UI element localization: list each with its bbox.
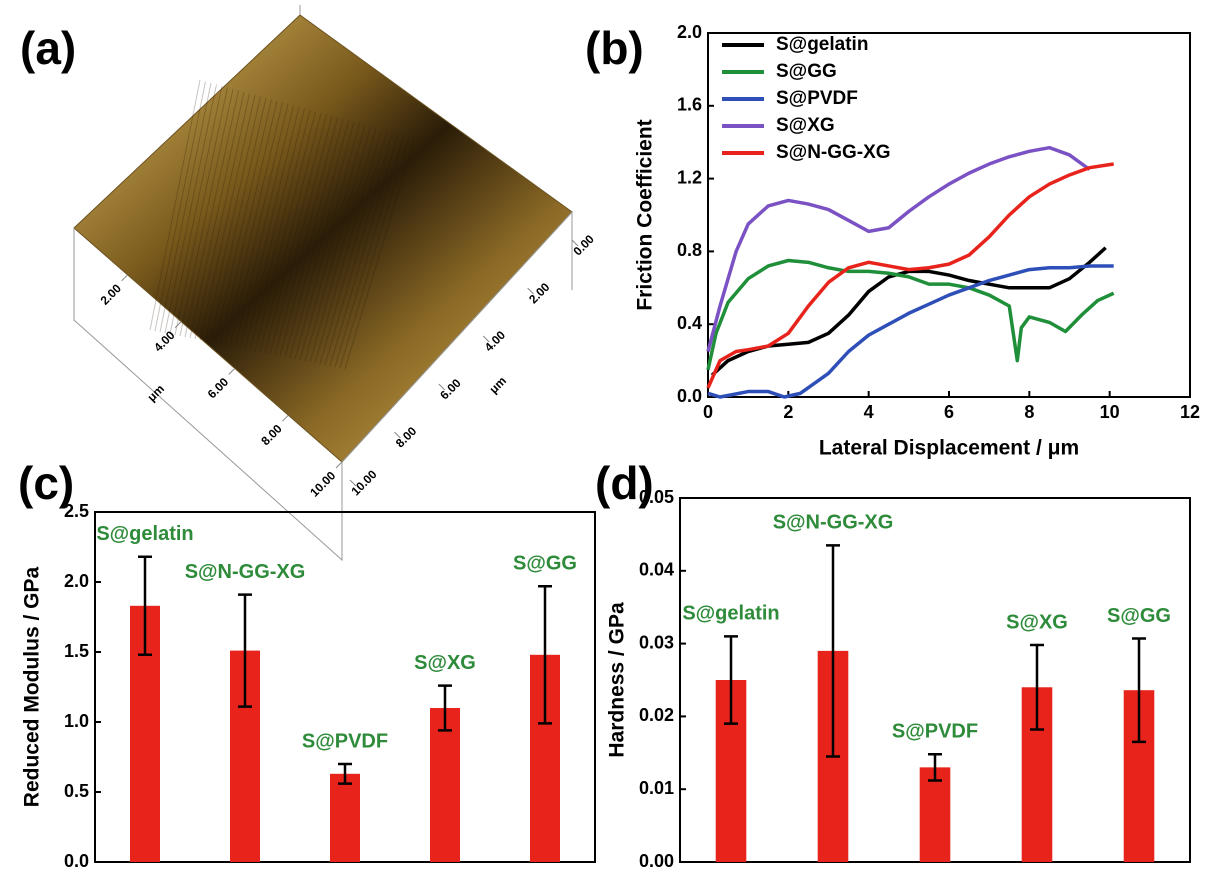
panel-label: (d): [595, 457, 654, 509]
panel-label: (c): [18, 457, 74, 509]
y-tick-label: 1.0: [64, 711, 89, 731]
y-tick-label: 2.0: [677, 22, 702, 42]
bar-label: S@PVDF: [892, 721, 978, 743]
y-tick-label: 8.00: [393, 424, 420, 451]
legend-label: S@N-GG-XG: [776, 142, 891, 163]
y-tick-label: 2.00: [526, 280, 553, 307]
x-tick-label: 4.00: [151, 328, 178, 355]
y-tick-label: 0.04: [639, 560, 674, 580]
y-tick-label: 0.00: [570, 232, 597, 259]
x-tick-label: 6.00: [205, 375, 232, 402]
x-tick: [229, 368, 235, 374]
y-axis-title: μm: [486, 374, 509, 397]
bar-label: S@N-GG-XG: [185, 561, 306, 583]
x-tick: [336, 462, 342, 468]
bar-label: S@N-GG-XG: [773, 512, 894, 534]
bar-label: S@gelatin: [682, 603, 779, 625]
series-line: [708, 261, 1114, 370]
y-tick-label: 6.00: [437, 376, 464, 403]
y-tick-label: 0.0: [64, 851, 89, 871]
y-tick-label: 0.01: [639, 778, 674, 798]
y-axis-title: Hardness / GPa: [606, 602, 629, 758]
bar-label: S@PVDF: [302, 730, 388, 752]
panel-label: (a): [20, 22, 76, 74]
y-tick-label: 0.5: [64, 781, 89, 801]
x-tick-label: 4: [864, 402, 874, 422]
y-axis-title: Friction Coefficient: [634, 119, 657, 310]
y-tick-label: 0.0: [677, 386, 702, 406]
bar-label: S@GG: [1107, 605, 1171, 627]
legend-label: S@gelatin: [776, 34, 868, 55]
legend-label: S@PVDF: [776, 88, 858, 109]
y-tick-label: 4.00: [482, 328, 509, 355]
y-tick-label: 10.00: [348, 467, 379, 498]
legend-label: S@GG: [776, 61, 837, 82]
x-tick-label: 2.00: [98, 281, 125, 308]
x-tick-label: 2: [783, 402, 793, 422]
page: 2.004.006.008.0010.00μm0.002.004.006.008…: [0, 0, 1220, 877]
x-tick-label: 6: [944, 402, 954, 422]
x-tick: [175, 322, 181, 328]
bar: [330, 774, 360, 862]
y-tick-label: 0.8: [677, 240, 702, 260]
bar-label: S@gelatin: [96, 523, 193, 545]
y-tick-label: 1.5: [64, 641, 89, 661]
y-tick-label: 1.2: [677, 167, 702, 187]
y-tick-label: 0.03: [639, 632, 674, 652]
y-tick-label: 2.0: [64, 571, 89, 591]
y-axis-title: Reduced Modulus / GPa: [21, 567, 44, 808]
panel-label: (b): [585, 22, 644, 74]
y-tick-label: 0.00: [639, 851, 674, 871]
x-tick-label: 12: [1180, 402, 1200, 422]
x-tick: [282, 415, 288, 421]
y-tick-label: 0.02: [639, 705, 674, 725]
figure: 2.004.006.008.0010.00μm0.002.004.006.008…: [0, 0, 1220, 877]
x-tick-label: 10.00: [307, 468, 338, 499]
bar-label: S@GG: [513, 552, 577, 574]
x-tick-label: 8.00: [258, 421, 285, 448]
x-axis-title: Lateral Displacement / μm: [819, 437, 1079, 460]
y-tick-label: 1.6: [677, 95, 702, 115]
bar-label: S@XG: [414, 652, 476, 674]
legend-label: S@XG: [776, 115, 835, 136]
x-tick: [122, 275, 128, 281]
bar-label: S@XG: [1006, 611, 1068, 633]
series-line: [708, 148, 1090, 352]
x-tick-label: 10: [1100, 402, 1120, 422]
x-tick-label: 0: [703, 402, 713, 422]
x-tick-label: 8: [1024, 402, 1034, 422]
y-tick-label: 0.4: [677, 313, 702, 333]
